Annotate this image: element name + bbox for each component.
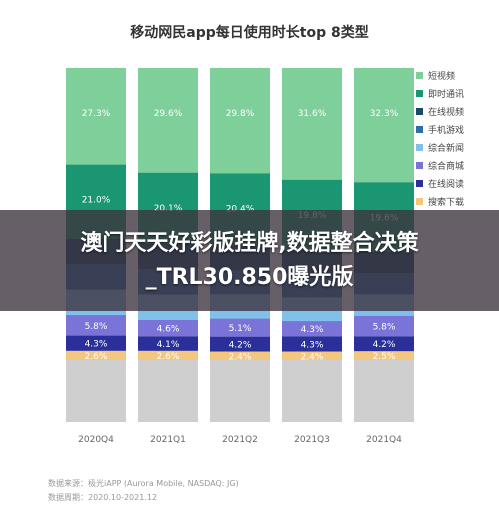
data-label-在线阅读-2021Q4: 4.2% <box>373 340 396 350</box>
legend-swatch-综合商城 <box>416 162 423 169</box>
bar-segment-综合商城-2021Q2 <box>210 318 270 337</box>
data-label-搜索下载-2021Q4: 2.5% <box>373 352 396 362</box>
legend-swatch-即时通讯 <box>416 90 423 97</box>
data-label-在线阅读-2021Q3: 4.3% <box>301 340 324 350</box>
bar-segment-在线阅读-2021Q4 <box>354 336 414 352</box>
data-label-短视频-2021Q1: 29.6% <box>154 109 183 119</box>
legend-label-综合新闻: 综合新闻 <box>428 142 464 154</box>
bar-segment-短视频-2020Q4 <box>66 68 126 165</box>
legend-swatch-在线视频 <box>416 108 423 115</box>
legend-swatch-在线阅读 <box>416 180 423 187</box>
x-tick-2020Q4: 2020Q4 <box>78 435 114 445</box>
bar-segment-搜索下载-2021Q1 <box>138 350 198 360</box>
data-label-综合商城-2020Q4: 5.8% <box>85 322 108 332</box>
bar-segment-短视频-2021Q1 <box>138 68 198 173</box>
banner-text: 澳门天天好彩版挂牌,数据整合决策_TRL30.850曝光版 <box>80 230 419 290</box>
legend-label-短视频: 短视频 <box>428 70 455 82</box>
legend-swatch-综合新闻 <box>416 144 423 151</box>
bar-segment-短视频-2021Q2 <box>210 68 270 174</box>
legend-label-综合商城: 综合商城 <box>428 160 464 172</box>
data-label-搜索下载-2021Q1: 2.6% <box>157 352 180 362</box>
data-label-短视频-2020Q4: 27.3% <box>82 109 111 119</box>
data-label-综合商城-2021Q3: 4.3% <box>301 325 324 335</box>
data-label-即时通讯-2021Q2: 20.4% <box>226 204 255 214</box>
data-label-搜索下载-2021Q2: 2.4% <box>229 352 252 362</box>
bar-segment-在线阅读-2020Q4 <box>66 335 126 351</box>
legend-label-即时通讯: 即时通讯 <box>428 88 464 100</box>
legend-label-在线视频: 在线视频 <box>428 106 464 118</box>
data-label-综合商城-2021Q1: 4.6% <box>157 325 180 335</box>
bar-segment-综合商城-2021Q1 <box>138 319 198 337</box>
data-label-短视频-2021Q4: 32.3% <box>370 109 399 119</box>
bar-segment-在线阅读-2021Q1 <box>138 336 198 351</box>
data-label-综合商城-2021Q4: 5.8% <box>373 323 396 333</box>
data-label-综合商城-2021Q2: 5.1% <box>229 324 252 334</box>
data-label-搜索下载-2021Q3: 2.4% <box>301 352 324 362</box>
overlay-banner: 澳门天天好彩版挂牌,数据整合决策_TRL30.850曝光版 <box>0 210 499 311</box>
legend-label-搜索下载: 搜索下载 <box>428 196 464 208</box>
x-tick-2021Q4: 2021Q4 <box>366 435 402 445</box>
legend-swatch-搜索下载 <box>416 198 423 205</box>
bar-segment-综合商城-2021Q4 <box>354 315 414 337</box>
source-note: 数据来源：极光iAPP (Aurora Mobile, NASDAQ: JG) <box>48 479 239 488</box>
legend-label-手机游戏: 手机游戏 <box>428 124 464 136</box>
data-label-即时通讯-2020Q4: 21.0% <box>82 196 111 206</box>
x-tick-2021Q1: 2021Q1 <box>150 435 186 445</box>
x-tick-2021Q3: 2021Q3 <box>294 435 330 445</box>
bar-segment-短视频-2021Q4 <box>354 68 414 183</box>
legend-label-在线阅读: 在线阅读 <box>428 178 464 190</box>
bar-segment-在线阅读-2021Q2 <box>210 336 270 352</box>
bar-segment-搜索下载-2020Q4 <box>66 350 126 360</box>
data-label-短视频-2021Q2: 29.8% <box>226 109 255 119</box>
data-label-在线阅读-2020Q4: 4.3% <box>85 340 108 350</box>
chart-title: 移动网民app每日使用时长top 8类型 <box>130 25 369 41</box>
data-label-搜索下载-2020Q4: 2.6% <box>85 352 108 362</box>
x-tick-2021Q2: 2021Q2 <box>222 435 258 445</box>
legend-swatch-短视频 <box>416 72 423 79</box>
bar-segment-在线阅读-2021Q3 <box>282 336 342 352</box>
bar-segment-搜索下载-2021Q3 <box>282 351 342 360</box>
bar-segment-综合商城-2021Q3 <box>282 321 342 337</box>
data-label-即时通讯-2021Q1: 20.1% <box>154 204 183 214</box>
bar-segment-搜索下载-2021Q2 <box>210 351 270 360</box>
bar-segment-短视频-2021Q3 <box>282 68 342 180</box>
period-note: 数据周期：2020.10-2021.12 <box>48 493 158 502</box>
data-label-在线阅读-2021Q1: 4.1% <box>157 340 180 350</box>
bar-segment-搜索下载-2021Q4 <box>354 351 414 360</box>
legend-swatch-手机游戏 <box>416 126 423 133</box>
data-label-短视频-2021Q3: 31.6% <box>298 109 327 119</box>
bar-segment-综合商城-2020Q4 <box>66 315 126 336</box>
data-label-在线阅读-2021Q2: 4.2% <box>229 341 252 351</box>
